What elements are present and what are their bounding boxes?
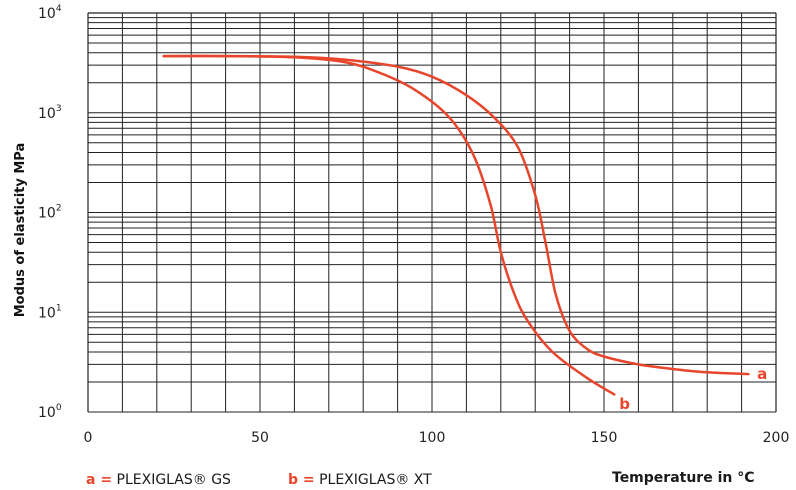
legend-b-key: b = [288, 472, 315, 488]
x-tick-label: 150 [591, 430, 618, 446]
x-tick-label: 50 [251, 430, 269, 446]
series [162, 54, 750, 396]
x-tick-label: 200 [763, 430, 790, 446]
y-tick-label: 102 [38, 204, 62, 222]
y-tick-label: 100 [38, 403, 62, 421]
x-axis-label: Temperature in °C [612, 470, 755, 486]
x-tick-label: 0 [84, 430, 93, 446]
series-line-a [162, 54, 750, 376]
grid [87, 12, 777, 413]
curve-annotations: ab [619, 365, 767, 413]
annotation-b: b [619, 395, 630, 413]
legend-b-label: PLEXIGLAS® XT [319, 472, 432, 488]
legend-b: b = PLEXIGLAS® XT [288, 470, 432, 490]
legend-a-label: PLEXIGLAS® GS [116, 472, 231, 488]
series-line-b [162, 54, 616, 396]
y-tick-label: 101 [38, 303, 62, 321]
x-tick-label: 100 [419, 430, 446, 446]
legend-a-key: a = [86, 472, 113, 488]
annotation-a: a [757, 365, 767, 383]
legend-a: a = PLEXIGLAS® GS [86, 470, 231, 490]
tick-labels: 0 50 100 150 200 100 101 102 103 104 [38, 4, 789, 446]
y-tick-label: 104 [38, 4, 62, 22]
y-tick-label: 103 [38, 104, 62, 122]
y-axis-label: Modus of elasticity MPa [13, 143, 28, 318]
